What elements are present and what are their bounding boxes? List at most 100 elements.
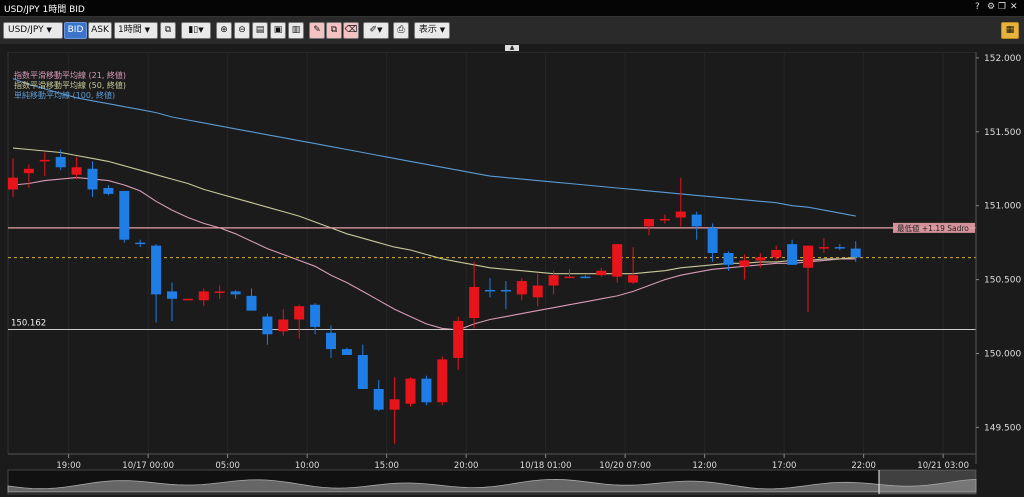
candle-body — [469, 286, 480, 319]
display-menu-button[interactable]: 表示 ▼ — [414, 22, 450, 39]
timeframe-value: 1時間 — [118, 25, 142, 35]
candlestick-icon: ▮▯ — [188, 25, 199, 35]
alert-label: 最低値 +1.19 Sadro — [897, 223, 969, 233]
pen-button[interactable]: ✐▼ — [363, 22, 389, 39]
candle-body — [787, 244, 798, 265]
candle-body — [612, 244, 623, 277]
chart-layout-icon[interactable]: ▤ — [252, 22, 268, 39]
time-tick-label: 10/21 03:00 — [917, 461, 969, 471]
candle-body — [341, 349, 352, 355]
indicator-legend: 指数平滑移動平均線 (21, 終値)指数平滑移動平均線 (50, 終値)単純移動… — [14, 70, 126, 100]
candle-body — [659, 219, 670, 221]
moving-average-line — [12, 147, 856, 275]
zoom-out-icon[interactable]: ⊖ — [234, 22, 250, 39]
link-icon[interactable]: ⧉ — [160, 22, 176, 39]
time-tick-label: 15:00 — [374, 461, 399, 471]
zoom-in-icon[interactable]: ⊕ — [216, 22, 232, 39]
bid-button[interactable]: BID — [64, 22, 87, 39]
candle-body — [485, 289, 495, 292]
pen-icon: ✐ — [369, 25, 378, 35]
candle-body — [198, 291, 209, 301]
candle-body — [246, 295, 257, 311]
candle-body — [262, 316, 273, 335]
candle-body — [580, 276, 591, 279]
candle-body — [326, 332, 336, 350]
candle-body — [119, 190, 130, 240]
split-window-icon[interactable]: ▥ — [288, 22, 304, 39]
candle-body — [675, 211, 686, 218]
time-tick-label: 20:00 — [454, 461, 479, 471]
candles — [8, 149, 861, 444]
price-tick-label: 152.000 — [984, 54, 1021, 64]
candle-body — [771, 250, 782, 258]
time-tick-label: 10/18 01:00 — [520, 461, 572, 471]
symbol-select[interactable]: USD/JPY ▼ — [3, 22, 63, 39]
candle-body — [135, 242, 146, 245]
candle-body — [230, 291, 241, 295]
time-tick-label: 05:00 — [215, 461, 240, 471]
candle-body — [310, 304, 321, 327]
candle-body — [850, 248, 861, 258]
indicator-window-icon[interactable]: ▣ — [270, 22, 286, 39]
candle-body — [564, 276, 575, 279]
screenshot-icon[interactable]: ⎙ — [393, 22, 409, 39]
navigator-strip[interactable] — [7, 469, 977, 495]
erase-tool-icon[interactable]: ⌫ — [343, 22, 359, 39]
candle-body — [167, 291, 177, 299]
chevron-down-icon: ▼ — [198, 26, 204, 34]
price-axis-panel — [976, 52, 1024, 464]
window-title: USD/JPY 1時間 BID — [4, 5, 85, 15]
ask-button[interactable]: ASK — [88, 22, 112, 39]
candle-body — [151, 245, 162, 295]
candle-body — [834, 247, 845, 249]
timeframe-select[interactable]: 1時間 ▼ — [114, 22, 158, 39]
price-tick-label: 151.000 — [984, 202, 1021, 212]
candle-body — [739, 260, 750, 267]
candle-body — [357, 354, 368, 389]
chart-type-button[interactable]: ▮▯▼ — [181, 22, 211, 39]
gear-icon[interactable]: ⚙ — [987, 2, 996, 12]
candle-body — [103, 187, 114, 194]
candle-body — [644, 219, 654, 227]
alert-label-box — [893, 222, 975, 233]
candle-body — [389, 399, 400, 410]
window-titlebar: USD/JPY 1時間 BID ? ⚙ ❐ ✕ — [0, 0, 1024, 17]
candle-body — [278, 319, 289, 332]
symbol-value: USD/JPY — [8, 25, 44, 35]
chevron-down-icon: ▼ — [46, 26, 52, 34]
price-tick-label: 150.000 — [984, 350, 1021, 360]
close-icon[interactable]: ✕ — [1010, 2, 1018, 12]
candle-body — [437, 359, 448, 403]
navigator-sparkline — [7, 478, 977, 493]
candle-body — [691, 214, 702, 227]
candle-body — [405, 378, 416, 404]
candle-body — [628, 275, 639, 283]
time-tick-label: 17:00 — [772, 461, 797, 471]
draw-tool-icon[interactable]: ✎ — [309, 22, 325, 39]
candle-body — [214, 291, 225, 293]
candle-body — [8, 177, 18, 190]
panel-toggle-icon[interactable]: ▦ — [1001, 22, 1019, 39]
candle-body — [532, 285, 543, 298]
help-icon[interactable]: ? — [975, 2, 980, 12]
candle-body — [55, 156, 66, 168]
copy-tool-icon[interactable]: ⧉ — [326, 22, 342, 39]
candle-body — [453, 320, 464, 358]
legend-item: 指数平滑移動平均線 (21, 終値) — [14, 70, 126, 80]
navigator-window — [879, 470, 976, 494]
time-tick-label: 10/20 07:00 — [599, 461, 651, 471]
restore-icon[interactable]: ❐ — [998, 2, 1007, 12]
candle-body — [23, 168, 34, 174]
candle-body — [548, 275, 559, 286]
price-tick-label: 149.500 — [984, 423, 1021, 433]
time-tick-label: 22:00 — [851, 461, 876, 471]
price-axis: 152.000 151.500 151.000 150.500 150.000 149.5… — [975, 52, 1024, 464]
moving-average-line — [12, 177, 856, 331]
time-tick-label: 12:00 — [692, 461, 717, 471]
candle-body — [818, 247, 829, 249]
collapse-handle[interactable]: ▲ — [505, 45, 519, 51]
display-label: 表示 — [418, 25, 437, 35]
time-axis: 19:00 10/17 00:00 05:00 10:00 15:00 20:00 10/1… — [8, 453, 976, 471]
moving-average-line — [12, 78, 856, 217]
